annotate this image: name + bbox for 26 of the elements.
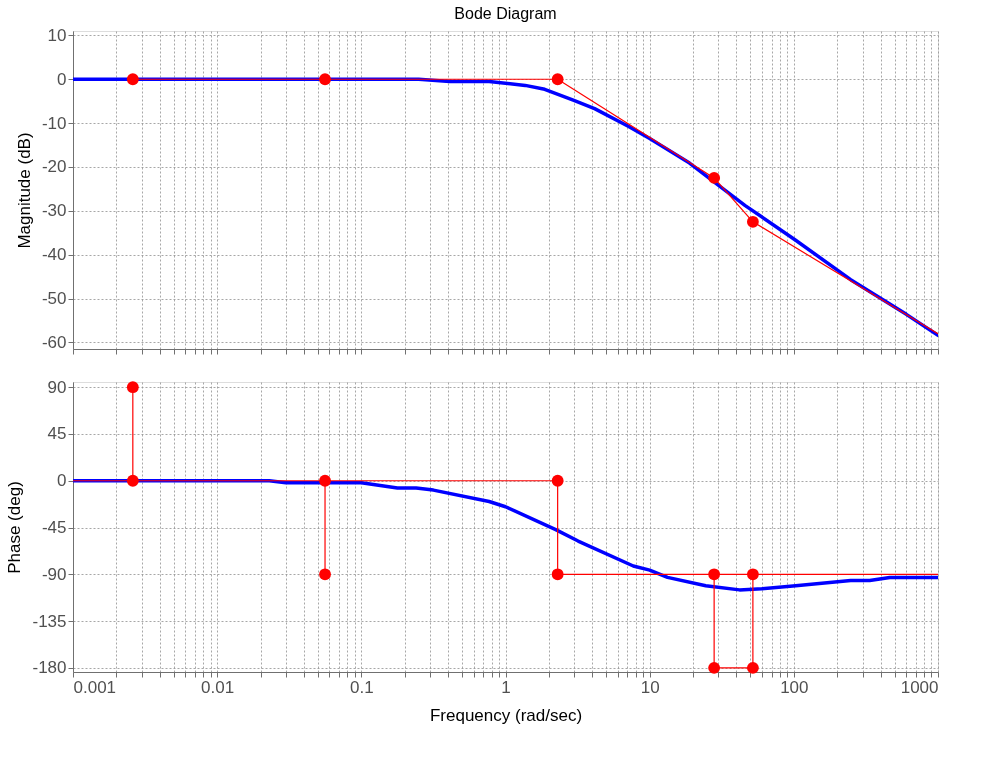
y-tick-label: -50 [41, 289, 67, 309]
y-axis-title: Magnitude (dB) [14, 132, 34, 249]
y-tick-label: -135 [32, 611, 67, 631]
y-tick-label: -180 [32, 658, 67, 678]
y-tick-label: 10 [47, 25, 67, 45]
x-tick-label: 1000 [900, 677, 939, 697]
x-tick-label: 10 [640, 677, 660, 697]
x-tick-label: 100 [780, 677, 809, 697]
y-tick-label: -40 [41, 245, 67, 265]
chart-title: Bode Diagram [454, 5, 557, 23]
x-axis-title: Frequency (rad/sec) [429, 705, 583, 725]
y-tick-label: 0 [57, 471, 67, 491]
y-tick-label: -45 [41, 518, 67, 538]
x-tick-label: 0.001 [73, 677, 117, 697]
y-tick-label: -30 [41, 201, 67, 221]
y-tick-label: 45 [47, 424, 67, 444]
y-axis-title: Phase (deg) [5, 481, 25, 574]
y-tick-label: -90 [41, 564, 67, 584]
y-tick-label: -20 [41, 157, 67, 177]
y-tick-label: 0 [57, 69, 67, 89]
y-tick-label: -60 [41, 332, 67, 352]
y-tick-label: 90 [47, 377, 67, 397]
y-tick-label: -10 [41, 113, 67, 133]
x-tick-label: 0.1 [350, 677, 374, 697]
x-tick-label: 0.01 [201, 677, 235, 697]
x-tick-label: 1 [501, 677, 511, 697]
